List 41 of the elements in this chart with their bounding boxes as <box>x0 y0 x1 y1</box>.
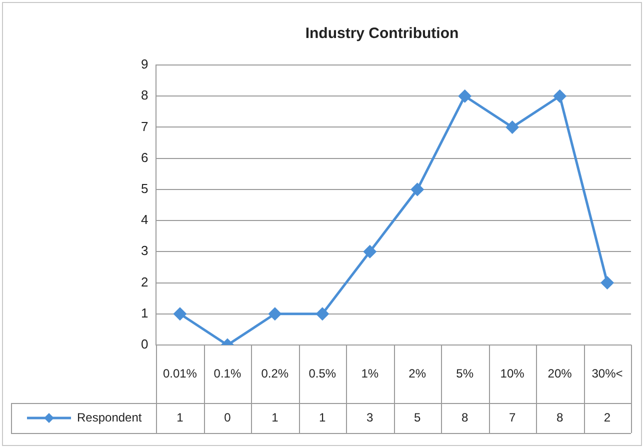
data-label: 1 <box>272 410 279 424</box>
point <box>411 183 424 196</box>
point <box>268 308 282 320</box>
y-tick-label: 2 <box>140 274 148 290</box>
data-label: 8 <box>556 410 564 424</box>
x-tick-label: 5% <box>456 366 474 380</box>
legend-label: Respondent <box>77 410 142 424</box>
x-tick-label: 30%< <box>592 366 623 380</box>
y-tick-label: 0 <box>140 336 148 352</box>
x-tick-label: 0.1% <box>214 366 242 380</box>
data-label: 7 <box>508 410 516 424</box>
data-label: 3 <box>366 410 374 424</box>
data-label: 0 <box>224 410 232 424</box>
y-tick-label: 3 <box>140 243 148 258</box>
x-tick-label: 0.2% <box>261 366 289 380</box>
y-tick-label: 1 <box>140 305 148 320</box>
point <box>506 120 519 134</box>
x-tick-label: 2% <box>408 366 426 380</box>
x-tick-label: 20% <box>548 366 572 380</box>
y-tick-label: 5 <box>140 181 148 196</box>
data-label: 1 <box>319 410 326 424</box>
point <box>364 245 376 258</box>
data-label: 5 <box>414 410 422 424</box>
x-tick-label: 10% <box>500 366 525 380</box>
y-tick-label: 7 <box>140 118 148 134</box>
y-tick-label: 8 <box>140 88 148 103</box>
chart-title: Industry Contribution <box>305 25 459 42</box>
data-label: 2 <box>604 410 611 424</box>
y-tick-label: 4 <box>140 212 148 228</box>
y-tick-label: 9 <box>140 56 148 72</box>
point <box>554 90 566 102</box>
point <box>316 308 329 320</box>
point <box>458 90 472 102</box>
data-label: 8 <box>461 410 468 424</box>
data-label: 1 <box>176 410 184 424</box>
x-tick-label: 0.01% <box>162 366 198 380</box>
x-tick-label: 1% <box>361 366 379 380</box>
point <box>174 308 186 320</box>
x-tick-label: 0.5% <box>308 366 336 380</box>
y-tick-label: 6 <box>140 150 148 165</box>
point <box>601 276 614 290</box>
